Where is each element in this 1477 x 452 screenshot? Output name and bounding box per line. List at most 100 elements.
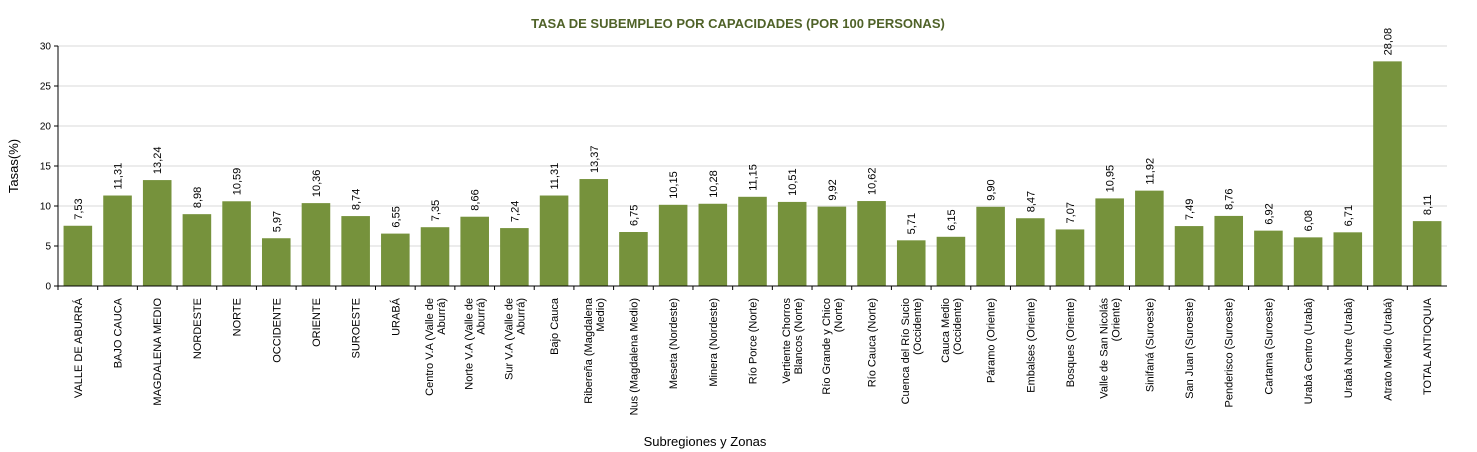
data-label: 7,35 <box>430 200 442 221</box>
bar <box>658 204 688 286</box>
svg-text:Páramo (Oriente): Páramo (Oriente) <box>986 298 998 383</box>
x-tick-label: Cauca Medio (Occidente) <box>940 298 964 363</box>
svg-text:MAGDALENA MEDIO: MAGDALENA MEDIO <box>152 298 164 406</box>
x-tick-label: Centro V.A (Valle de Aburrá) <box>424 298 448 396</box>
x-tick-label: Ribereña (Magdalena Medio) <box>583 297 607 404</box>
svg-text:(Occidente): (Occidente) <box>952 298 964 355</box>
x-tick-label: San Juan (Suroeste) <box>1184 298 1196 399</box>
bar <box>579 179 609 286</box>
y-tick-label: 0 <box>45 282 51 293</box>
bar <box>1412 221 1442 286</box>
category-labels: VALLE DE ABURRÁ BAJO CAUCA MAGDALENA MEDIO… <box>72 297 1434 415</box>
y-tick-label: 30 <box>40 42 52 53</box>
bar <box>1016 218 1045 286</box>
y-tick-label: 25 <box>40 82 52 93</box>
x-tick-label: Minera (Nordeste) <box>708 298 720 387</box>
svg-text:Embalses (Oriente): Embalses (Oriente) <box>1025 298 1037 393</box>
x-tick-label: Vertiente Chorros Blancos (Norte) <box>781 298 805 384</box>
svg-text:Sinifaná (Suroeste): Sinifaná (Suroeste) <box>1144 298 1156 392</box>
data-label: 6,71 <box>1343 205 1355 226</box>
x-tick-label: URABÁ <box>389 297 402 336</box>
bar <box>301 203 331 286</box>
svg-text:ORIENTE: ORIENTE <box>311 298 323 347</box>
bar <box>103 195 132 286</box>
x-tick-label: Meseta (Nordeste) <box>668 298 680 389</box>
data-label: 7,53 <box>73 198 85 219</box>
x-tick-label: TOTAL ANTIOQUIA <box>1422 297 1434 395</box>
x-tick-label: Bajo Cauca <box>549 297 561 355</box>
data-label: 6,75 <box>628 205 640 226</box>
data-label: 10,95 <box>1105 165 1117 193</box>
data-label: 6,08 <box>1303 210 1315 231</box>
data-label: 10,51 <box>787 168 799 196</box>
bar <box>1135 190 1164 286</box>
bar <box>142 180 172 286</box>
bar <box>381 233 410 286</box>
value-labels: 7,53 11,31 13,24 8,98 10,59 5,97 10,36 8,74 6,55… <box>73 28 1434 234</box>
data-label: 10,59 <box>232 168 244 196</box>
svg-text:Valle de San Nicolás: Valle de San Nicolás <box>1099 298 1111 399</box>
x-tick-label: Embalses (Oriente) <box>1025 298 1037 393</box>
bar <box>976 206 1005 286</box>
data-label: 9,92 <box>827 179 839 200</box>
y-tick-label: 10 <box>40 202 52 213</box>
data-label: 28,08 <box>1382 28 1394 56</box>
x-tick-label: NORDESTE <box>192 298 204 359</box>
svg-text:Penderisco (Suroeste): Penderisco (Suroeste) <box>1224 298 1236 407</box>
svg-text:TOTAL ANTIOQUIA: TOTAL ANTIOQUIA <box>1422 297 1434 395</box>
x-axis-label: Subregiones y Zonas <box>644 434 767 449</box>
svg-text:Urabá Centro (Urabá): Urabá Centro (Urabá) <box>1303 298 1315 404</box>
data-label: 8,74 <box>351 189 363 210</box>
svg-text:Nus (Magdalena Medio): Nus (Magdalena Medio) <box>628 298 640 415</box>
x-tick-label: Urabá Norte (Urabá) <box>1343 298 1355 398</box>
svg-text:Río Cauca (Norte): Río Cauca (Norte) <box>867 298 879 387</box>
data-label: 6,55 <box>390 206 402 227</box>
x-tick-label: Urabá Centro (Urabá) <box>1303 298 1315 404</box>
svg-text:Urabá Norte (Urabá): Urabá Norte (Urabá) <box>1343 298 1355 398</box>
bars <box>63 61 1442 286</box>
bar <box>1254 230 1283 286</box>
x-tick-label: OCCIDENTE <box>271 298 283 363</box>
svg-text:Cartama (Suroeste): Cartama (Suroeste) <box>1263 298 1275 395</box>
data-label: 9,90 <box>986 179 998 200</box>
data-label: 7,49 <box>1184 199 1196 220</box>
data-label: 6,15 <box>946 209 958 230</box>
svg-text:Sur V.A (Valle de: Sur V.A (Valle de <box>503 298 515 380</box>
data-label: 10,36 <box>311 170 323 198</box>
x-tick-label: Penderisco (Suroeste) <box>1224 298 1236 407</box>
bar <box>261 238 291 286</box>
data-label: 11,31 <box>113 163 125 190</box>
data-label: 5,71 <box>906 213 918 234</box>
x-tick-label: Norte V.A (Valle de Aburrá) <box>464 298 488 390</box>
bar <box>698 203 728 286</box>
y-tick-label: 20 <box>40 122 52 133</box>
x-tick-label: BAJO CAUCA <box>113 297 125 368</box>
data-label: 11,31 <box>549 163 561 190</box>
data-label: 7,24 <box>509 201 521 222</box>
bar <box>1095 198 1124 286</box>
bar <box>619 232 648 286</box>
svg-text:OCCIDENTE: OCCIDENTE <box>271 298 283 363</box>
x-tick-label: Río Grande y Chico (Norte) <box>821 298 845 395</box>
x-tick-label: Valle de San Nicolás (Oriente) <box>1099 298 1123 399</box>
chart-title: TASA DE SUBEMPLEO POR CAPACIDADES (POR 1… <box>531 16 945 31</box>
svg-text:Norte V.A (Valle de: Norte V.A (Valle de <box>464 298 476 390</box>
bar <box>222 201 251 286</box>
svg-text:Medio): Medio) <box>595 298 607 332</box>
x-tick-label: Páramo (Oriente) <box>986 298 998 383</box>
bar <box>1333 232 1363 286</box>
bar <box>936 236 966 286</box>
svg-text:San Juan (Suroeste): San Juan (Suroeste) <box>1184 298 1196 399</box>
svg-text:Cauca Medio: Cauca Medio <box>940 298 952 363</box>
svg-text:Bosques (Oriente): Bosques (Oriente) <box>1065 298 1077 387</box>
axes <box>57 46 1447 290</box>
bar <box>1055 229 1085 286</box>
data-label: 8,11 <box>1422 195 1434 216</box>
x-tick-label: Río Cauca (Norte) <box>867 298 879 387</box>
bar <box>500 228 529 286</box>
svg-text:Atrato Medio (Urabá): Atrato Medio (Urabá) <box>1382 298 1394 401</box>
bar <box>777 201 807 286</box>
data-label: 13,37 <box>589 146 601 174</box>
x-tick-label: NORTE <box>232 298 244 336</box>
